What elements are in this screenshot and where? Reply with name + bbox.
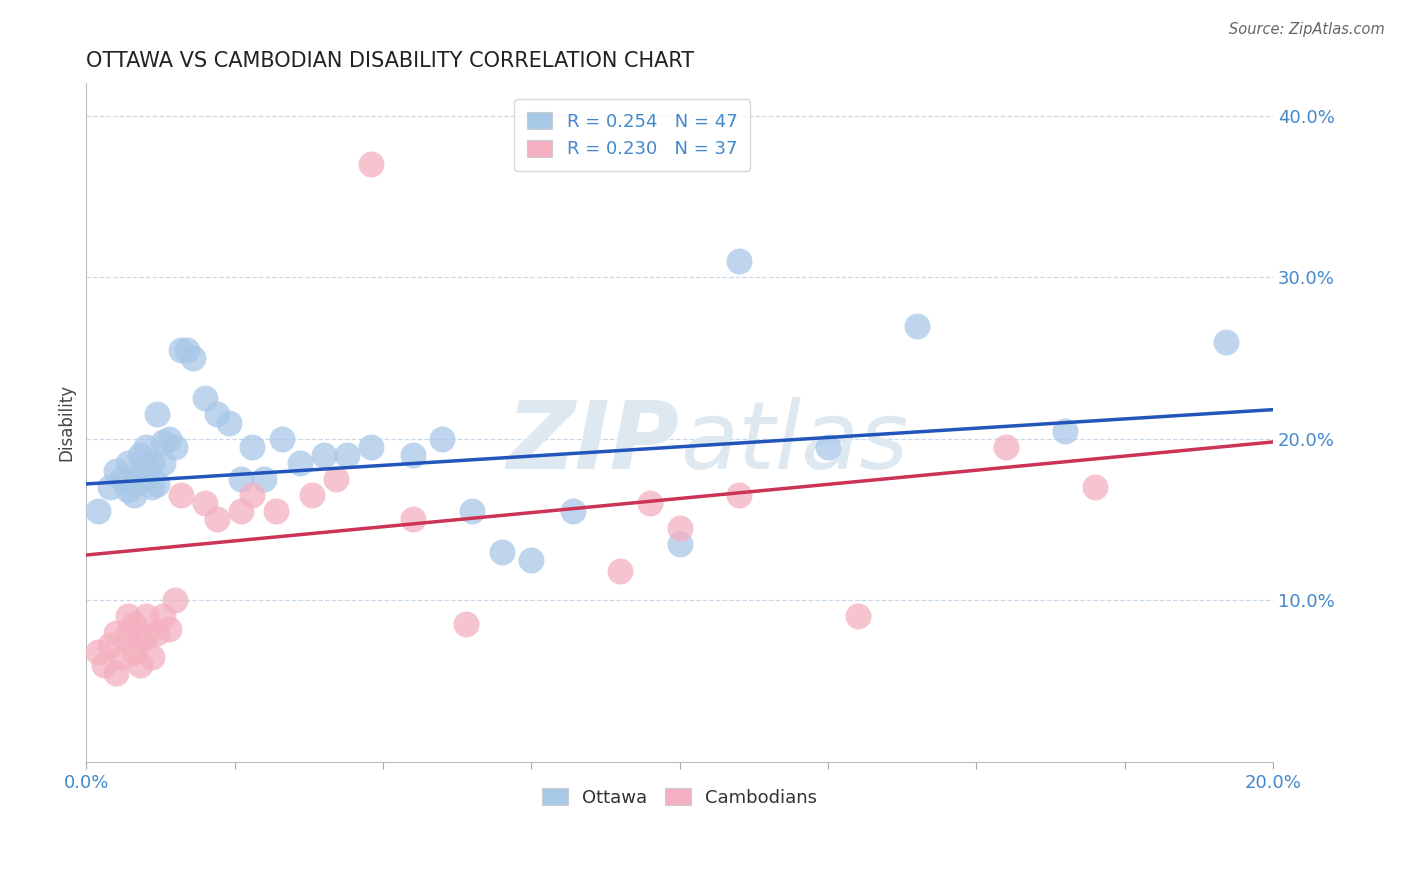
Point (117, 625, 139, 640)
Point (104, 665, 127, 680)
Point (668, 520, 690, 534)
Point (98, 639, 121, 653)
Point (205, 408, 228, 422)
Point (152, 434, 174, 449)
Point (520, 553, 543, 567)
Point (104, 464, 127, 478)
Point (454, 617, 477, 632)
Point (401, 448, 423, 462)
Point (312, 448, 335, 462)
Point (165, 440, 187, 454)
Point (135, 440, 157, 454)
Text: ZIP: ZIP (506, 397, 679, 489)
Point (1084, 480, 1107, 494)
Point (87, 504, 110, 518)
Point (170, 488, 193, 502)
Point (561, 504, 583, 518)
Point (229, 504, 252, 518)
Point (1215, 334, 1237, 349)
Point (271, 432, 294, 446)
Point (146, 625, 169, 640)
Text: Source: ZipAtlas.com: Source: ZipAtlas.com (1229, 22, 1385, 37)
Point (111, 472, 134, 486)
Point (668, 537, 690, 551)
Point (141, 456, 163, 470)
Point (128, 448, 150, 462)
Point (360, 440, 382, 454)
Y-axis label: Disability: Disability (58, 384, 75, 461)
Legend: Ottawa, Cambodians: Ottawa, Cambodians (536, 780, 824, 814)
Point (301, 488, 323, 502)
Point (194, 496, 217, 510)
Point (229, 472, 252, 486)
Point (253, 472, 276, 486)
Point (117, 483, 139, 498)
Point (104, 625, 127, 640)
Point (135, 609, 157, 624)
Text: OTTAWA VS CAMBODIAN DISABILITY CORRELATION CHART: OTTAWA VS CAMBODIAN DISABILITY CORRELATI… (86, 51, 695, 70)
Point (135, 472, 157, 486)
Point (135, 629, 157, 643)
Point (360, 157, 382, 171)
Point (288, 456, 311, 470)
Point (638, 496, 661, 510)
Point (157, 432, 180, 446)
Point (128, 467, 150, 482)
Point (98, 480, 121, 494)
Point (122, 617, 145, 632)
Point (146, 408, 169, 422)
Point (170, 343, 193, 357)
Point (165, 593, 187, 607)
Point (264, 504, 287, 518)
Point (117, 609, 139, 624)
Point (135, 460, 157, 475)
Point (122, 645, 145, 659)
Point (242, 488, 264, 502)
Point (905, 318, 928, 333)
Point (152, 609, 174, 624)
Point (401, 512, 423, 526)
Point (93, 657, 115, 672)
Point (111, 649, 134, 664)
Point (242, 440, 264, 454)
Point (205, 512, 228, 526)
Point (141, 649, 163, 664)
Point (176, 343, 198, 357)
Point (609, 564, 631, 578)
Point (846, 609, 869, 624)
Point (995, 440, 1018, 454)
Point (122, 477, 145, 491)
Point (157, 623, 180, 637)
Point (491, 545, 513, 559)
Point (194, 392, 217, 406)
Point (325, 472, 347, 486)
Point (122, 488, 145, 502)
Point (128, 657, 150, 672)
Text: atlas: atlas (679, 398, 908, 489)
Point (181, 351, 204, 365)
Point (87, 645, 110, 659)
Point (817, 440, 839, 454)
Point (152, 456, 174, 470)
Point (218, 416, 240, 430)
Point (461, 504, 484, 518)
Point (1054, 424, 1077, 438)
Point (146, 477, 169, 491)
Point (141, 480, 163, 494)
Point (728, 488, 751, 502)
Point (728, 254, 751, 268)
Point (432, 432, 454, 446)
Point (128, 633, 150, 648)
Point (117, 456, 139, 470)
Point (336, 448, 359, 462)
